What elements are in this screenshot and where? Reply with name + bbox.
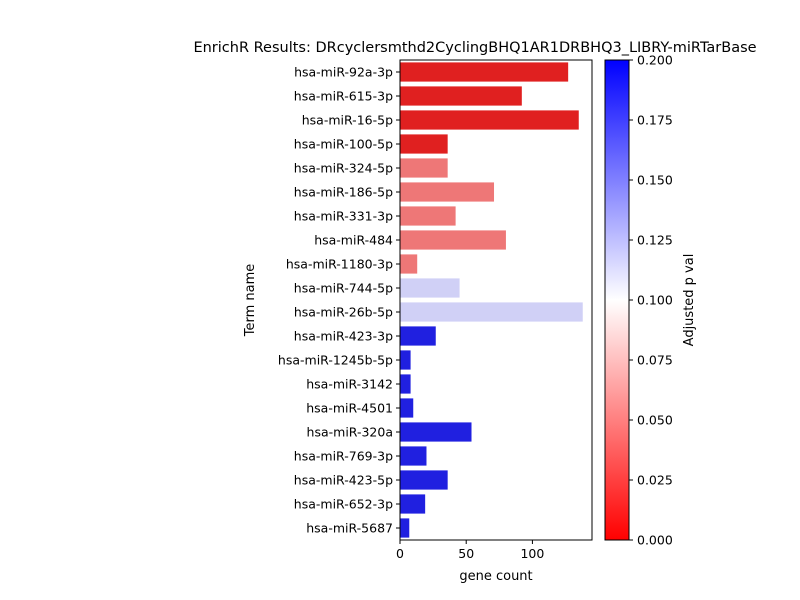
bar-hsa-mir-324-5p bbox=[400, 158, 448, 178]
x-tick-label: 100 bbox=[520, 546, 544, 561]
bar-hsa-mir-423-3p bbox=[400, 326, 436, 346]
bar-hsa-mir-769-3p bbox=[400, 446, 427, 466]
bar-hsa-mir-100-5p bbox=[400, 134, 448, 154]
bar-hsa-mir-5687 bbox=[400, 518, 410, 538]
y-tick-label: hsa-miR-320a bbox=[307, 425, 393, 440]
bar-hsa-mir-92a-3p bbox=[400, 62, 569, 82]
colorbar-tick-label: 0.025 bbox=[637, 473, 673, 488]
y-tick-label: hsa-miR-1245b-5p bbox=[278, 353, 393, 368]
y-tick-label: hsa-miR-324-5p bbox=[294, 161, 393, 176]
y-tick-label: hsa-miR-652-3p bbox=[294, 497, 393, 512]
x-axis-label: gene count bbox=[459, 569, 532, 584]
colorbar-tick-label: 0.200 bbox=[637, 53, 673, 68]
y-tick-label: hsa-miR-100-5p bbox=[294, 137, 393, 152]
bar-hsa-mir-423-5p bbox=[400, 470, 448, 490]
colorbar-tick-label: 0.175 bbox=[637, 113, 673, 128]
colorbar bbox=[604, 59, 630, 541]
plot-frame bbox=[399, 59, 593, 541]
bar-hsa-mir-744-5p bbox=[400, 278, 460, 298]
colorbar-tick-label: 0.000 bbox=[637, 533, 673, 548]
bar-hsa-mir-186-5p bbox=[400, 182, 495, 202]
y-tick-label: hsa-miR-4501 bbox=[306, 401, 393, 416]
bar-hsa-mir-3142 bbox=[400, 374, 411, 394]
y-tick-label: hsa-miR-16-5p bbox=[302, 113, 393, 128]
bar-hsa-mir-1180-3p bbox=[400, 254, 418, 274]
bars-group bbox=[400, 62, 583, 538]
y-tick-label: hsa-miR-186-5p bbox=[294, 185, 393, 200]
bar-hsa-mir-26b-5p bbox=[400, 302, 583, 322]
y-tick-label: hsa-miR-423-3p bbox=[294, 329, 393, 344]
y-tick-label: hsa-miR-423-5p bbox=[294, 473, 393, 488]
y-tick-label: hsa-miR-615-3p bbox=[294, 89, 393, 104]
y-tick-labels: hsa-miR-92a-3p hsa-miR-615-3p hsa-miR-16-5… bbox=[278, 65, 400, 536]
y-tick-label: hsa-miR-744-5p bbox=[294, 281, 393, 296]
bar-hsa-mir-615-3p bbox=[400, 86, 522, 106]
colorbar-tick-label: 0.125 bbox=[637, 233, 673, 248]
y-tick-label: hsa-miR-1180-3p bbox=[286, 257, 393, 272]
chart-title: EnrichR Results: DRcyclersmthd2CyclingBH… bbox=[193, 40, 756, 56]
colorbar-tick-label: 0.150 bbox=[637, 173, 673, 188]
colorbar-label: Adjusted p val bbox=[682, 254, 697, 347]
x-ticks: 0 50 100 bbox=[396, 540, 544, 561]
bar-hsa-mir-484 bbox=[400, 230, 506, 250]
y-tick-label: hsa-miR-484 bbox=[314, 233, 393, 248]
bar-hsa-mir-4501 bbox=[400, 398, 414, 418]
y-tick-label: hsa-miR-3142 bbox=[306, 377, 393, 392]
bar-hsa-mir-16-5p bbox=[400, 110, 579, 130]
bar-hsa-mir-1245b-5p bbox=[400, 350, 411, 370]
y-tick-label: hsa-miR-331-3p bbox=[294, 209, 393, 224]
y-tick-label: hsa-miR-92a-3p bbox=[294, 65, 393, 80]
x-tick-label: 0 bbox=[396, 546, 404, 561]
colorbar-ticks: 0.000 0.025 0.050 0.075 0.100 0.125 0.150 0.175… bbox=[629, 53, 673, 548]
colorbar-tick-label: 0.050 bbox=[637, 413, 673, 428]
y-axis-label: Term name bbox=[243, 264, 258, 338]
colorbar-tick-label: 0.100 bbox=[637, 293, 673, 308]
bar-hsa-mir-320a bbox=[400, 422, 472, 442]
bar-hsa-mir-652-3p bbox=[400, 494, 426, 514]
bar-hsa-mir-331-3p bbox=[400, 206, 456, 226]
colorbar-tick-label: 0.075 bbox=[637, 353, 673, 368]
y-tick-label: hsa-miR-5687 bbox=[306, 521, 393, 536]
y-tick-label: hsa-miR-26b-5p bbox=[294, 305, 393, 320]
y-tick-label: hsa-miR-769-3p bbox=[294, 449, 393, 464]
x-tick-label: 50 bbox=[458, 546, 474, 561]
